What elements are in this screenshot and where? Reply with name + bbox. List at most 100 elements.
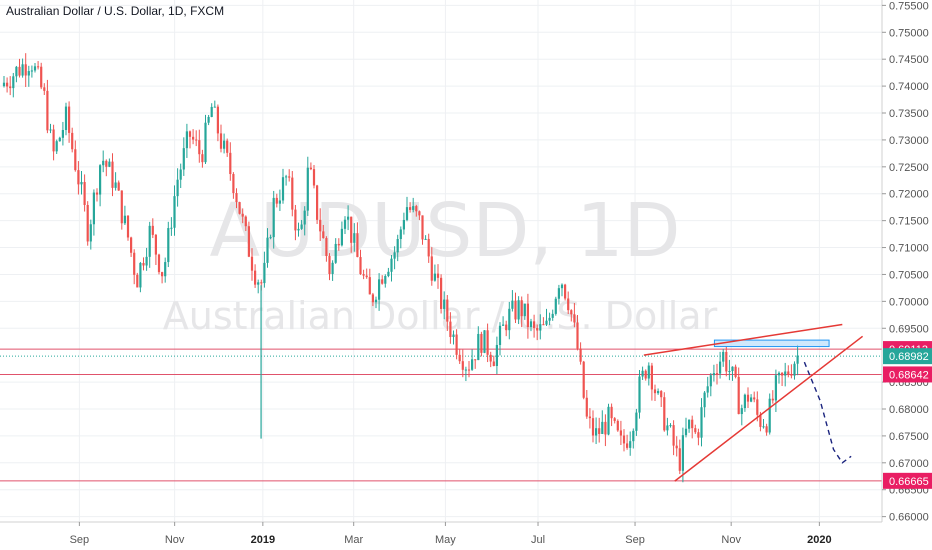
candle-body [526,303,529,328]
candle-body [436,273,440,278]
y-tick-label-5: 0.73000 [889,135,929,147]
candle-body [539,324,542,331]
candle-body [241,213,244,217]
candle-body [573,314,576,323]
resistance-box[interactable] [713,339,830,348]
candle-body [272,197,275,238]
chart-title: Australian Dollar / U.S. Dollar, 1D, FXC… [6,4,225,18]
candle-body [653,389,657,394]
projection-arrow[interactable] [803,361,852,464]
y-tick-label-6: 0.72500 [889,162,929,174]
candle-body [83,182,86,205]
candle-body [2,82,6,87]
candle-body [328,255,331,275]
y-tick-label-3: 0.74000 [889,81,929,93]
candle-body [790,374,793,376]
candle-body [449,321,452,338]
y-tick-label-10: 0.70500 [889,269,929,281]
candle-body [95,192,99,195]
trend-line-1[interactable] [674,335,864,482]
candle-body [458,354,461,362]
candle-body [650,365,653,390]
candle-body [498,325,502,345]
price-tag-3: 0.66665 [883,472,932,489]
candle-body [86,204,89,242]
candle-body [161,272,164,277]
horizontal-lines[interactable] [0,348,882,482]
candle-body [551,313,554,318]
candle-body [105,160,108,167]
candle-body [269,237,272,239]
candle-body [238,202,241,214]
candle-body [412,206,415,210]
price-tag-label-2: 0.68642 [889,369,929,381]
price-axis[interactable]: 0.75500 0.75000 0.74500 0.74000 0.73500 0.730… [881,0,932,550]
candle-body [508,308,511,331]
candle-body [607,406,610,435]
candle-body [123,215,126,224]
candle-body [781,372,784,376]
candle-body [688,419,691,429]
candle-body [402,219,405,230]
candle-body [347,216,350,220]
candle-body [43,87,46,91]
candle-body [520,300,523,317]
candle-body [108,161,111,167]
candle-body [440,277,443,309]
candle-body [164,262,167,277]
candle-body [731,366,734,372]
candle-body [275,197,278,204]
candle-body [529,321,533,328]
candle-body [337,243,340,246]
candle-body [61,130,64,138]
candle-body [502,324,505,326]
candle-body [49,129,52,131]
candle-body [179,169,182,180]
price-tag-bg-2 [883,366,932,383]
candle-body [722,351,725,362]
candle-body [675,445,678,449]
candle-body [173,196,176,228]
candle-body [55,141,58,152]
candle-body [712,373,715,376]
candle-body [734,366,737,377]
candle-body [486,330,489,355]
time-axis[interactable]: Sep Nov 2019 Mar May Jul Sep Nov 2020 [0,521,882,546]
candle-body [533,321,536,328]
candle-body [545,320,548,325]
candle-body [663,397,666,431]
candle-body [443,299,446,309]
price-axis-bg [882,0,932,550]
candle-body [626,443,629,448]
candle-body [641,370,644,377]
candle-body [669,425,672,427]
candle-body [18,66,21,76]
price-tag-bg-1 [883,348,932,365]
candle-body [446,299,449,322]
candle-body [511,300,514,309]
candle-body [136,274,139,288]
candle-body [232,174,235,194]
candle-body [80,182,83,185]
candle-body [660,391,663,398]
candle-body [102,160,105,166]
candle-body [312,169,316,186]
drawings[interactable] [643,323,864,482]
x-tick-label-5: Jul [531,534,545,546]
trend-line-0[interactable] [643,323,843,356]
candle-body [480,333,483,353]
candle-body [505,324,508,331]
candle-body [68,106,71,133]
candle-body [418,211,421,216]
candle-body [281,177,285,201]
candle-body [548,317,551,321]
candle-body [777,372,781,376]
candle-body [64,106,68,131]
candle-body [334,243,337,263]
y-tick-label-4: 0.73500 [889,108,929,120]
y-tick-label-8: 0.71500 [889,216,929,228]
price-tag-label-3: 0.66665 [889,476,929,488]
candle-body [213,106,216,108]
candle-body [514,300,517,320]
candle-body [359,257,362,275]
